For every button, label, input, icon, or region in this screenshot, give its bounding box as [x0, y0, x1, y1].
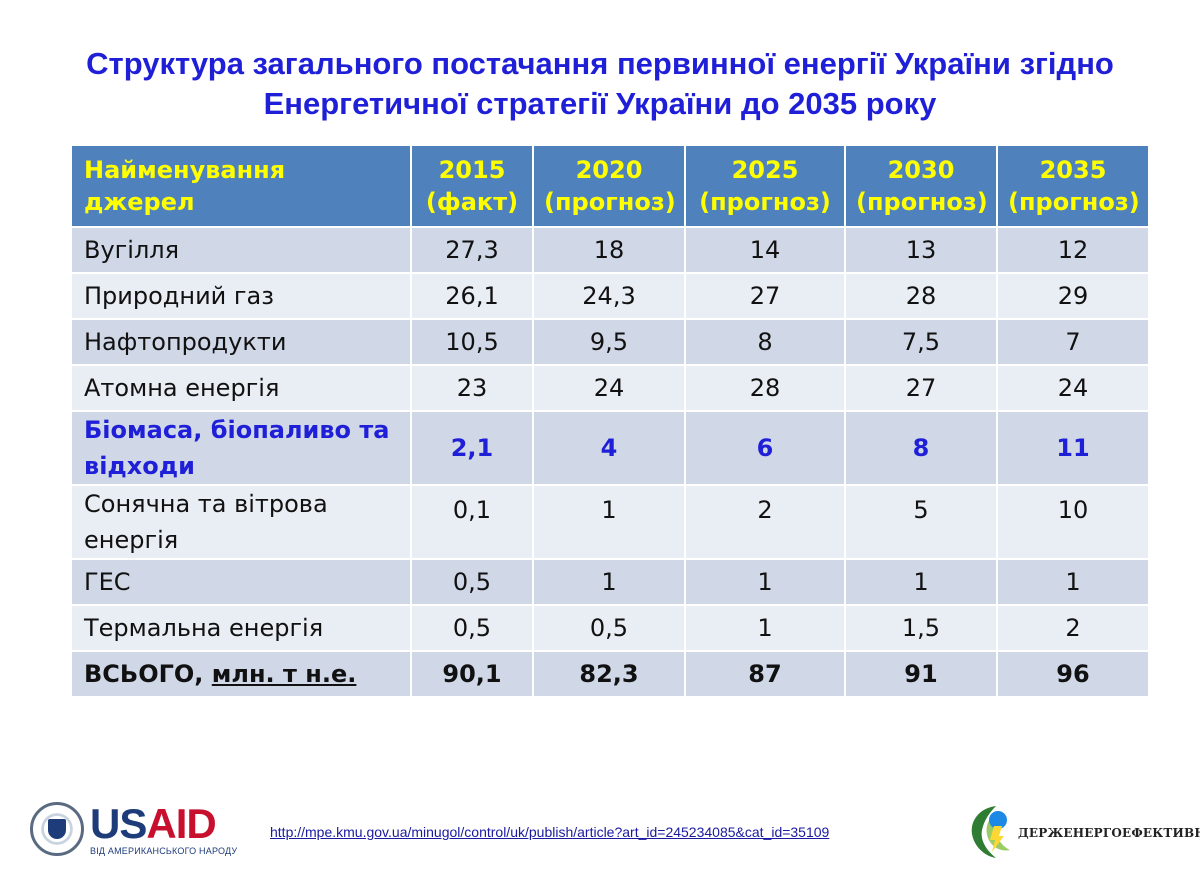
cell-value: 1 — [684, 558, 846, 606]
column-header-2030: 2030 (прогноз) — [844, 144, 998, 228]
header-note: (прогноз) — [544, 188, 676, 216]
usaid-seal-icon — [30, 802, 84, 856]
title-line-2: Енергетичної стратегії України до 2035 р… — [263, 86, 937, 121]
header-note: (прогноз) — [856, 188, 988, 216]
cell-value: 26,1 — [410, 272, 534, 320]
header-note: (прогноз) — [1008, 188, 1140, 216]
table-row-hydro: ГЕС 0,5 1 1 1 1 — [70, 558, 1150, 606]
cell-value: 5 — [844, 484, 998, 560]
column-header-2025: 2025 (прогноз) — [684, 144, 846, 228]
cell-value: 1 — [684, 604, 846, 652]
cell-value: 6 — [684, 410, 846, 486]
cell-value: 10 — [996, 484, 1150, 560]
energy-supply-table: Найменування джерел 2015 (факт) 2020 (прог… — [70, 144, 1150, 698]
column-header-2020: 2020 (прогноз) — [532, 144, 686, 228]
header-year: 2015 — [438, 156, 506, 184]
table-row-thermal: Термальна енергія 0,5 0,5 1 1,5 2 — [70, 604, 1150, 652]
table-row-nuclear: Атомна енергія 23 24 28 27 24 — [70, 364, 1150, 412]
total-label-text: ВСЬОГО, — [84, 660, 204, 688]
table-row-oil-products: Нафтопродукти 10,5 9,5 8 7,5 7 — [70, 318, 1150, 366]
usaid-wordmark: USAID — [90, 800, 217, 847]
agency-emblem-icon — [971, 806, 1010, 858]
cell-value: 1 — [532, 484, 686, 560]
total-value: 96 — [996, 650, 1150, 698]
cell-value: 1 — [532, 558, 686, 606]
cell-value: 11 — [996, 410, 1150, 486]
source-link[interactable]: http://mpe.kmu.gov.ua/minugol/control/uk… — [270, 824, 830, 840]
table-row-natural-gas: Природний газ 26,1 24,3 27 28 29 — [70, 272, 1150, 320]
cell-value: 24 — [532, 364, 686, 412]
row-label: Атомна енергія — [70, 364, 412, 412]
cell-value: 13 — [844, 226, 998, 274]
cell-value: 4 — [532, 410, 686, 486]
cell-value: 0,5 — [410, 558, 534, 606]
cell-value: 2 — [996, 604, 1150, 652]
cell-value: 14 — [684, 226, 846, 274]
agency-logo: ДЕРЖЕНЕРГОЕФЕКТИВНОСТІ — [966, 802, 1200, 868]
row-label: Вугілля — [70, 226, 412, 274]
column-header-source: Найменування джерел — [70, 144, 412, 228]
row-label-line-2: відходи — [84, 452, 195, 480]
cell-value: 0,5 — [410, 604, 534, 652]
cell-value: 27 — [844, 364, 998, 412]
cell-value: 0,1 — [410, 484, 534, 560]
row-label-line-1: Біомаса, біопаливо та — [84, 416, 390, 444]
cell-value: 10,5 — [410, 318, 534, 366]
header-year: 2020 — [575, 156, 643, 184]
total-value: 87 — [684, 650, 846, 698]
agency-name: ДЕРЖЕНЕРГОЕФЕКТИВНОСТІ — [1018, 826, 1200, 840]
cell-value: 9,5 — [532, 318, 686, 366]
row-label: Нафтопродукти — [70, 318, 412, 366]
column-header-2035: 2035 (прогноз) — [996, 144, 1150, 228]
header-year: 2025 — [731, 156, 799, 184]
total-value: 90,1 — [410, 650, 534, 698]
slide-title: Структура загального постачання первинно… — [0, 44, 1200, 124]
cell-value: 2,1 — [410, 410, 534, 486]
total-label: ВСЬОГО, млн. т н.е. — [70, 650, 412, 698]
total-value: 91 — [844, 650, 998, 698]
row-label-line-1: Сонячна та вітрова — [84, 490, 328, 518]
cell-value: 18 — [532, 226, 686, 274]
cell-value: 28 — [844, 272, 998, 320]
cell-value: 1,5 — [844, 604, 998, 652]
cell-value: 7 — [996, 318, 1150, 366]
cell-value: 23 — [410, 364, 534, 412]
cell-value: 24,3 — [532, 272, 686, 320]
table-row-biomass: Біомаса, біопаливо та відходи 2,1 4 6 8 1… — [70, 410, 1150, 486]
cell-value: 27,3 — [410, 226, 534, 274]
cell-value: 7,5 — [844, 318, 998, 366]
row-label: Біомаса, біопаливо та відходи — [70, 410, 412, 486]
total-value: 82,3 — [532, 650, 686, 698]
total-unit: млн. т н.е. — [211, 660, 357, 688]
title-line-1: Структура загального постачання первинно… — [86, 46, 1114, 81]
cell-value: 28 — [684, 364, 846, 412]
header-note: (факт) — [425, 188, 519, 216]
table-row-coal: Вугілля 27,3 18 14 13 12 — [70, 226, 1150, 274]
cell-value: 1 — [996, 558, 1150, 606]
cell-value: 2 — [684, 484, 846, 560]
cell-value: 8 — [844, 410, 998, 486]
table-header-row: Найменування джерел 2015 (факт) 2020 (прог… — [70, 144, 1150, 228]
cell-value: 0,5 — [532, 604, 686, 652]
row-label: Сонячна та вітрова енергія — [70, 484, 412, 560]
cell-value: 1 — [844, 558, 998, 606]
cell-value: 8 — [684, 318, 846, 366]
cell-value: 12 — [996, 226, 1150, 274]
header-year: 2035 — [1039, 156, 1107, 184]
row-label: ГЕС — [70, 558, 412, 606]
header-note: (прогноз) — [699, 188, 831, 216]
row-label: Термальна енергія — [70, 604, 412, 652]
cell-value: 24 — [996, 364, 1150, 412]
cell-value: 29 — [996, 272, 1150, 320]
cell-value: 27 — [684, 272, 846, 320]
column-header-2015: 2015 (факт) — [410, 144, 534, 228]
usaid-logo: USAID ВІД АМЕРИКАНСЬКОГО НАРОДУ — [30, 800, 237, 864]
table-row-solar-wind: Сонячна та вітрова енергія 0,1 1 2 5 10 — [70, 484, 1150, 560]
table-row-total: ВСЬОГО, млн. т н.е. 90,1 82,3 87 91 96 — [70, 650, 1150, 698]
row-label-line-2: енергія — [84, 526, 179, 554]
usaid-tagline: ВІД АМЕРИКАНСЬКОГО НАРОДУ — [90, 846, 238, 856]
header-year: 2030 — [887, 156, 955, 184]
row-label: Природний газ — [70, 272, 412, 320]
